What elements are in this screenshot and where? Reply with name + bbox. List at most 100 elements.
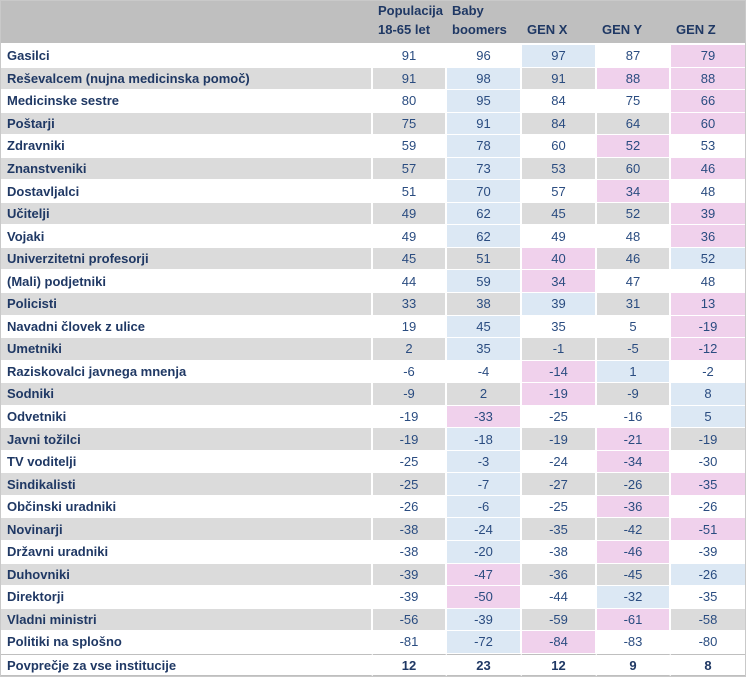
value-cell: -39 [447, 608, 522, 632]
value-cell: 52 [597, 202, 671, 226]
row-label: Direktorji [1, 586, 373, 609]
table-row: Državni uradniki -38 -20 -38 -46 -39 [1, 541, 745, 564]
value-cell: -42 [597, 518, 671, 542]
header-gen-y: GEN Y [597, 1, 671, 45]
value-cell: 53 [671, 135, 745, 158]
row-label: Vladni ministri [1, 608, 373, 632]
value-cell: -36 [522, 563, 597, 587]
value-cell: 49 [373, 225, 447, 248]
value-cell: -45 [597, 563, 671, 587]
row-label: Občinski uradniki [1, 495, 373, 519]
row-label: Poštarji [1, 112, 373, 136]
value-cell: -25 [373, 450, 447, 474]
value-cell: -25 [522, 405, 597, 429]
value-cell: -19 [522, 383, 597, 406]
header-gen-z: GEN Z [671, 1, 745, 45]
table-body: Gasilci 91 96 97 87 79 Reševalcem (nujna medic… [1, 45, 745, 676]
row-label: Zdravniki [1, 135, 373, 158]
header-gen-x: GEN X [522, 1, 597, 45]
value-cell: -21 [597, 428, 671, 451]
value-cell: 91 [447, 112, 522, 136]
value-cell: 66 [671, 90, 745, 113]
value-cell: 2 [447, 383, 522, 406]
value-cell: 78 [447, 135, 522, 158]
value-cell: -36 [597, 495, 671, 519]
value-cell: 13 [671, 293, 745, 316]
table-row: Poštarji 75 91 84 64 60 [1, 112, 745, 136]
value-cell: 9 [597, 653, 671, 676]
value-cell: 2 [373, 338, 447, 361]
value-cell: -3 [447, 450, 522, 474]
value-cell: 60 [597, 157, 671, 181]
row-label: Povprečje za vse institucije [1, 653, 373, 676]
table-row: Medicinske sestre 80 95 84 75 66 [1, 90, 745, 113]
table-row: Navadni človek z ulice 19 45 35 5 -19 [1, 315, 745, 339]
table-row: Zdravniki 59 78 60 52 53 [1, 135, 745, 158]
row-label: Reševalcem (nujna medicinska pomoč) [1, 67, 373, 91]
value-cell: 35 [447, 338, 522, 361]
value-cell: 45 [447, 315, 522, 339]
summary-row: Povprečje za vse institucije 12 23 12 9 8 [1, 653, 745, 676]
value-cell: 5 [597, 315, 671, 339]
value-cell: 91 [373, 67, 447, 91]
table-row: Reševalcem (nujna medicinska pomoč) 91 98 9… [1, 67, 745, 91]
header-populacija: Populacija 18-65 let [373, 1, 447, 45]
value-cell: -35 [671, 586, 745, 609]
value-cell: 44 [373, 270, 447, 294]
value-cell: 49 [373, 202, 447, 226]
value-cell: 33 [373, 293, 447, 316]
value-cell: 62 [447, 202, 522, 226]
value-cell: -39 [671, 541, 745, 564]
value-cell: 59 [447, 270, 522, 294]
value-cell: 39 [522, 293, 597, 316]
value-cell: -58 [671, 608, 745, 632]
value-cell: 47 [597, 270, 671, 294]
table-row: (Mali) podjetniki 44 59 34 47 48 [1, 270, 745, 294]
table-row: Direktorji -39 -50 -44 -32 -35 [1, 586, 745, 609]
value-cell: -19 [373, 405, 447, 429]
table-row: TV voditelji -25 -3 -24 -34 -30 [1, 450, 745, 474]
value-cell: 48 [597, 225, 671, 248]
row-label: Medicinske sestre [1, 90, 373, 113]
table-row: Javni tožilci -19 -18 -19 -21 -19 [1, 428, 745, 451]
header-line: boomers [452, 21, 507, 37]
value-cell: 48 [671, 180, 745, 203]
value-cell: -50 [447, 586, 522, 609]
row-label: (Mali) podjetniki [1, 270, 373, 294]
row-label: Odvetniki [1, 405, 373, 429]
table-row: Novinarji -38 -24 -35 -42 -51 [1, 518, 745, 542]
row-label: Duhovniki [1, 563, 373, 587]
value-cell: -56 [373, 608, 447, 632]
table-row: Umetniki 2 35 -1 -5 -12 [1, 338, 745, 361]
value-cell: -47 [447, 563, 522, 587]
value-cell: 91 [373, 45, 447, 68]
value-cell: 35 [522, 315, 597, 339]
value-cell: -14 [522, 360, 597, 384]
value-cell: -72 [447, 631, 522, 654]
row-label: Policisti [1, 293, 373, 316]
value-cell: -16 [597, 405, 671, 429]
value-cell: -26 [671, 495, 745, 519]
value-cell: 59 [373, 135, 447, 158]
value-cell: 51 [373, 180, 447, 203]
value-cell: -24 [522, 450, 597, 474]
value-cell: -7 [447, 473, 522, 496]
row-label: Sindikalisti [1, 473, 373, 496]
value-cell: 52 [671, 247, 745, 271]
row-label: Vojaki [1, 225, 373, 248]
value-cell: -9 [597, 383, 671, 406]
value-cell: -38 [522, 541, 597, 564]
value-cell: -81 [373, 631, 447, 654]
value-cell: -19 [671, 428, 745, 451]
header-line: Baby [452, 3, 484, 19]
value-cell: -26 [597, 473, 671, 496]
value-cell: -61 [597, 608, 671, 632]
table-row: Duhovniki -39 -47 -36 -45 -26 [1, 563, 745, 587]
value-cell: 75 [373, 112, 447, 136]
value-cell: 34 [597, 180, 671, 203]
header-empty-cell [1, 1, 373, 45]
row-label: Državni uradniki [1, 541, 373, 564]
value-cell: 80 [373, 90, 447, 113]
value-cell: -44 [522, 586, 597, 609]
